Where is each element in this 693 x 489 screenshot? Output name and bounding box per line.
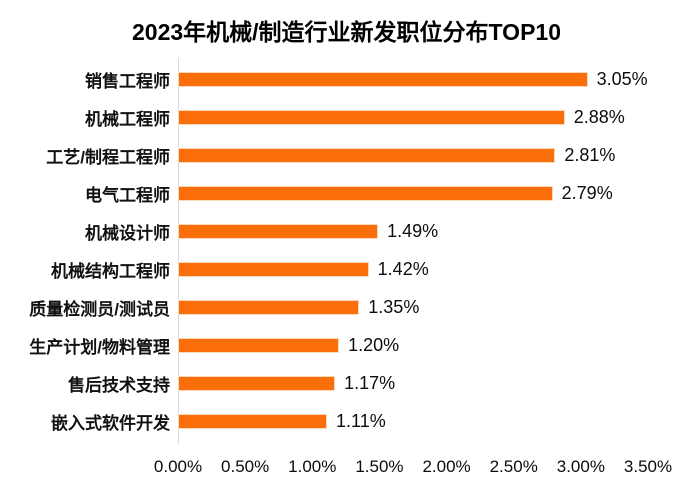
bar-row: 机械设计师 1.49% — [0, 212, 693, 250]
bar — [178, 413, 328, 429]
value-label: 1.35% — [368, 296, 420, 317]
bar — [178, 185, 553, 201]
x-tick-label: 1.00% — [288, 457, 337, 476]
category-label: 机械设计师 — [85, 223, 170, 243]
bar — [178, 261, 369, 277]
bar-track: 1.11% — [178, 402, 648, 440]
bar-track: 2.88% — [178, 98, 648, 136]
category-label: 质量检测员/测试员 — [29, 299, 170, 319]
value-label: 2.79% — [561, 182, 613, 203]
bar — [178, 299, 360, 315]
category-label: 电气工程师 — [85, 185, 170, 205]
bar-row: 质量检测员/测试员 1.35% — [0, 288, 693, 326]
value-label: 1.42% — [377, 258, 429, 279]
x-tick-label: 2.00% — [422, 457, 471, 476]
bar-row: 工艺/制程工程师 2.81% — [0, 136, 693, 174]
value-label: 2.81% — [564, 144, 616, 165]
bar-track: 1.35% — [178, 288, 648, 326]
value-label: 2.88% — [573, 106, 625, 127]
x-tick-label: 2.50% — [489, 457, 538, 476]
value-label: 3.05% — [596, 68, 648, 89]
bar — [178, 375, 336, 391]
category-label: 生产计划/物料管理 — [29, 337, 170, 357]
value-label: 1.49% — [387, 220, 439, 241]
bar-track: 2.81% — [178, 136, 648, 174]
category-label: 机械工程师 — [85, 109, 170, 129]
category-label: 售后技术支持 — [68, 375, 170, 395]
bar-row: 机械工程师 2.88% — [0, 98, 693, 136]
bar-row: 生产计划/物料管理 1.20% — [0, 326, 693, 364]
bar — [178, 147, 556, 163]
bar-track: 1.20% — [178, 326, 648, 364]
bar — [178, 71, 588, 87]
value-label: 1.11% — [336, 410, 386, 431]
bar-track: 1.17% — [178, 364, 648, 402]
x-tick-label: 0.00% — [153, 457, 203, 476]
bar-track: 1.42% — [178, 250, 648, 288]
category-label: 机械结构工程师 — [51, 261, 170, 281]
bar — [178, 337, 340, 353]
value-label: 1.20% — [348, 334, 400, 355]
x-tick-label: 3.00% — [556, 457, 605, 476]
category-label: 销售工程师 — [85, 71, 170, 91]
x-axis: 0.00% 0.50% 1.00% 1.50% 2.00% 2.50% 3.00% 3.50% — [154, 457, 672, 481]
y-axis-baseline — [178, 58, 179, 444]
category-label: 嵌入式软件开发 — [51, 413, 170, 433]
x-tick-label: 3.50% — [623, 457, 673, 476]
value-label: 1.17% — [344, 372, 396, 393]
x-tick-label: 0.50% — [221, 457, 270, 476]
bar-row: 机械结构工程师 1.42% — [0, 250, 693, 288]
bar-row: 嵌入式软件开发 1.11% — [0, 402, 693, 440]
bar — [178, 109, 565, 125]
x-tick-label: 1.50% — [355, 457, 404, 476]
bar-track: 2.79% — [178, 174, 648, 212]
bar-rows: 销售工程师 3.05% 机械工程师 2.88% 工艺/制程工程师 2.81% 电气工程师 2.… — [0, 60, 693, 440]
bar-row: 电气工程师 2.79% — [0, 174, 693, 212]
chart-title: 2023年机械/制造行业新发职位分布TOP10 — [131, 19, 561, 45]
category-label: 工艺/制程工程师 — [46, 147, 170, 167]
bar-track: 3.05% — [178, 60, 648, 98]
bar-row: 销售工程师 3.05% — [0, 60, 693, 98]
bar-track: 1.49% — [178, 212, 648, 250]
bar — [178, 223, 379, 239]
bar-row: 售后技术支持 1.17% — [0, 364, 693, 402]
